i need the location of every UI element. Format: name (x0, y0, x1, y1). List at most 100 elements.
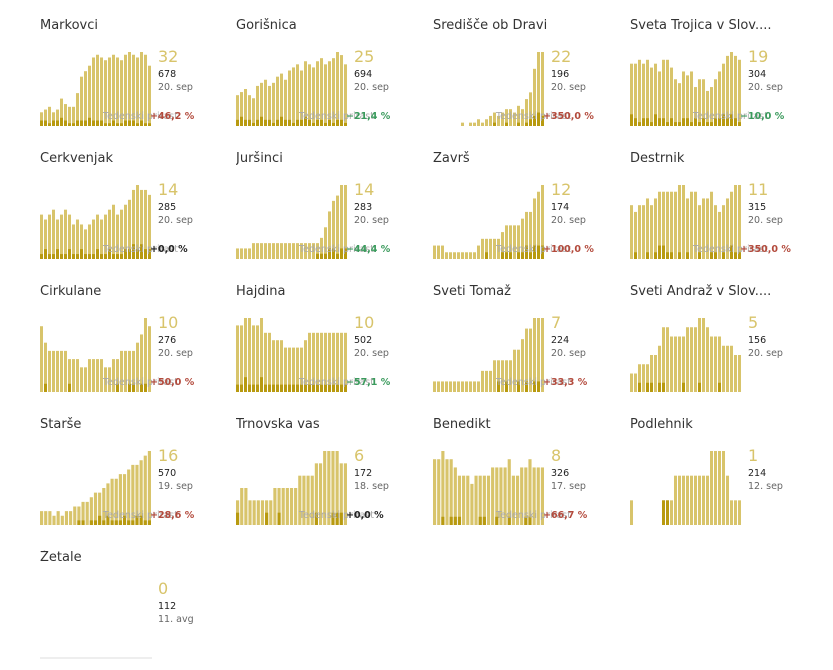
sparkline-bar-recent (304, 116, 307, 126)
sparkline-bar (344, 64, 347, 126)
sparkline-bar (706, 475, 709, 525)
sparkline-bar (122, 474, 127, 526)
sparkline-bar (339, 463, 343, 525)
sparkline-bar (292, 347, 295, 392)
sparkline-bar-recent (478, 516, 482, 525)
sparkline-bar (120, 350, 123, 392)
sparkline-bar (433, 381, 436, 392)
sparkline-bar (662, 191, 665, 259)
sparkline-bar (662, 59, 665, 126)
municipality-name: Završ (433, 151, 470, 166)
sparkline-bar-recent (106, 515, 110, 525)
sparkline-bar (477, 245, 480, 259)
sparkline-bar (694, 191, 697, 259)
sparkline-bar (501, 112, 504, 126)
sparkline-bar-recent (260, 116, 263, 126)
sparkline-bar-recent (646, 252, 649, 259)
sparkline-bar-recent (252, 384, 255, 392)
sparkline-bar (84, 229, 87, 259)
sparkline-bar (634, 63, 637, 126)
sparkline-bar-recent (517, 252, 520, 259)
sparkline-bar (320, 58, 323, 126)
sparkline-bar (465, 381, 468, 392)
total-count: 694 (354, 69, 373, 80)
sparkline-bar-recent (248, 119, 251, 126)
sparkline-bar (76, 219, 79, 259)
total-count: 283 (354, 202, 373, 213)
sparkline-bar-recent (537, 381, 540, 392)
sparkline-bar-recent (93, 520, 98, 526)
municipality-name: Trnovska vas (236, 417, 320, 432)
sparkline-bar (85, 501, 89, 526)
sparkline-bar (738, 59, 741, 126)
sparkline-chart (236, 451, 347, 525)
sparkline-bar-recent (264, 384, 267, 392)
sparkline-bar (280, 73, 283, 126)
sparkline-bar (521, 109, 524, 126)
sparkline-bar (93, 492, 98, 526)
sparkline-bar-recent (48, 254, 51, 259)
sparkline-bar (314, 463, 318, 525)
sparkline-bar (730, 500, 733, 525)
sparkline-bar-recent (268, 384, 271, 392)
sparkline-bar-recent (634, 118, 637, 126)
sparkline-bar-recent (521, 252, 524, 259)
sparkline-bar (128, 52, 131, 126)
sparkline-bar-recent (505, 122, 508, 126)
sparkline-bar (273, 488, 277, 525)
sparkline-bar (497, 115, 500, 126)
sparkline-bar-recent (658, 118, 661, 126)
municipality-name: Sveti Andraž v Slov.... (630, 284, 772, 299)
sparkline-bar-recent (339, 512, 343, 525)
sparkline-bar (324, 332, 327, 392)
sparkline-bar-recent (60, 117, 63, 126)
sparkline-bar (276, 76, 279, 126)
sparkline-bar (148, 65, 151, 126)
last-date: 19. sep (158, 481, 193, 492)
sparkline-bar-recent (244, 377, 247, 392)
sparkline-bar (710, 336, 713, 392)
sparkline-bar-recent (666, 252, 669, 259)
sparkline-bar (501, 232, 504, 259)
sparkline-bar (533, 68, 536, 126)
sparkline-bar-recent (96, 249, 99, 259)
sparkline-bar-recent (537, 245, 540, 259)
sparkline-bar (537, 318, 540, 392)
sparkline-bar (666, 191, 669, 259)
sparkline-bar-recent (284, 384, 287, 392)
growth-value: +0,0 % (150, 244, 188, 255)
sparkline-bar (702, 475, 705, 525)
total-count: 326 (551, 468, 570, 479)
sparkline-bar (140, 334, 143, 392)
sparkline-bar (64, 209, 67, 259)
sparkline-bar (268, 243, 271, 259)
sparkline-bar-recent (328, 248, 331, 259)
sparkline-bar (140, 189, 143, 259)
sparkline-bar-recent (344, 248, 347, 259)
sparkline-bar-recent (139, 515, 143, 525)
sparkline-bar-recent (658, 382, 661, 392)
total-count: 276 (158, 335, 177, 346)
sparkline-bar (537, 191, 540, 259)
sparkline-bar-recent (128, 249, 131, 259)
sparkline-bar-recent (52, 120, 55, 126)
sparkline-bar-recent (84, 120, 87, 126)
sparkline-bar-recent (68, 383, 71, 392)
sparkline-bar (56, 350, 59, 392)
sparkline-bar-recent (730, 245, 733, 259)
sparkline-bar-recent (72, 254, 75, 259)
sparkline-bar (698, 79, 701, 126)
growth-label: Tedenski prirast (692, 244, 768, 255)
sparkline-bar (674, 475, 677, 525)
sparkline-chart (630, 451, 741, 525)
sparkline-chart (236, 52, 347, 126)
sparkline-bar (60, 350, 63, 392)
sparkline-bar (469, 122, 472, 126)
sparkline-bar (503, 467, 507, 525)
sparkline-bar (44, 342, 47, 392)
sparkline-chart (236, 185, 347, 259)
sparkline-bar (260, 243, 263, 259)
sparkline-bar-recent (698, 382, 701, 392)
municipality-name: Cerkvenjak (40, 151, 113, 166)
sparkline-bar-recent (642, 118, 645, 126)
